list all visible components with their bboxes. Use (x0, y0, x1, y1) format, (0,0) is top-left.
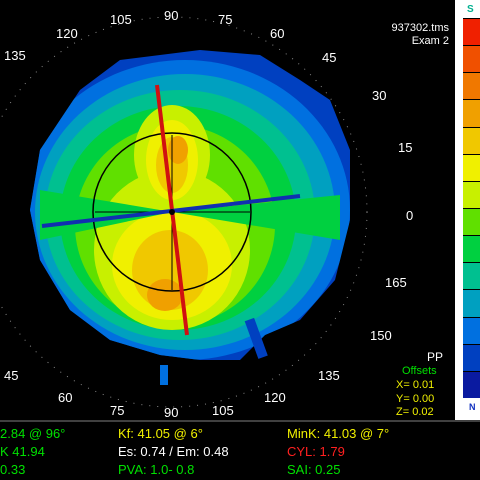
scale-swatch (463, 126, 480, 154)
angle-label: 45 (4, 368, 18, 383)
scale-swatch (463, 180, 480, 208)
angle-label: 0 (406, 208, 413, 223)
angle-labels: 135 120 105 90 75 60 45 30 15 0 165 150 … (4, 8, 413, 420)
stat-sri: 0.33 (0, 462, 26, 477)
stat-es-em: Es: 0.74 / Em: 0.48 (118, 444, 229, 459)
angle-label: 75 (218, 12, 232, 27)
stat-simk-max: 2.84 @ 96° (0, 426, 66, 441)
angle-label: 120 (56, 26, 78, 41)
angle-label: 90 (164, 405, 178, 420)
degree-ring (0, 16, 368, 408)
map-edge-artifacts (160, 317, 268, 385)
angle-label: 60 (58, 390, 72, 405)
scale-swatch (463, 99, 480, 127)
scale-swatch (463, 289, 480, 317)
angle-label: 75 (110, 403, 124, 418)
stat-kf: Kf: 41.05 @ 6° (118, 426, 203, 441)
pp-label: PP (427, 350, 444, 364)
angle-label: 135 (318, 368, 340, 383)
file-name: 937302.tms (391, 22, 449, 34)
angle-label: 120 (264, 390, 286, 405)
angle-label: 165 (385, 275, 407, 290)
scale-swatch (463, 45, 480, 73)
stat-avgk: K 41.94 (0, 444, 45, 459)
scale-swatch (463, 208, 480, 236)
offsets-label: Offsets (402, 365, 437, 377)
stats-panel: 2.84 @ 96° Kf: 41.05 @ 6° MinK: 41.03 @ … (0, 420, 480, 480)
angle-label: 60 (270, 26, 284, 41)
stat-mink: MinK: 41.03 @ 7° (287, 426, 390, 441)
topography-map-view[interactable]: 135 120 105 90 75 60 45 30 15 0 165 150 … (0, 0, 455, 420)
scale-bottom-label: N (469, 402, 476, 412)
angle-label: 135 (4, 48, 26, 63)
scale-swatch (463, 316, 480, 344)
angle-label: 105 (110, 12, 132, 27)
scale-swatch (463, 153, 480, 181)
topography-canvas[interactable]: 135 120 105 90 75 60 45 30 15 0 165 150 … (0, 0, 455, 420)
scale-swatch (463, 72, 480, 100)
scale-swatch (463, 343, 480, 371)
angle-label: 90 (164, 8, 178, 23)
map-center (169, 209, 175, 215)
scale-swatch (463, 262, 480, 290)
angle-label: 105 (212, 403, 234, 418)
angle-label: 150 (370, 328, 392, 343)
scale-top-label: S (467, 4, 474, 15)
scale-swatch (463, 370, 480, 398)
offset-y: Y= 0.00 (396, 393, 435, 405)
scale-swatch (463, 18, 480, 46)
offset-x: X= 0.01 (396, 379, 435, 391)
angle-label: 15 (398, 140, 412, 155)
reticle-circle (92, 132, 252, 292)
offset-z: Z= 0.02 (396, 406, 434, 418)
stat-pva: PVA: 1.0- 0.8 (118, 462, 195, 477)
file-info: 937302.tms Exam 2 (392, 22, 449, 48)
color-scale-bar[interactable]: S N (455, 0, 480, 420)
stat-cyl: CYL: 1.79 (287, 444, 345, 459)
angle-label: 45 (322, 50, 336, 65)
exam-label: Exam 2 (411, 35, 449, 47)
stat-sai: SAI: 0.25 (287, 462, 341, 477)
scale-swatch (463, 235, 480, 263)
angle-label: 30 (372, 88, 386, 103)
corneal-color-map (30, 50, 350, 360)
